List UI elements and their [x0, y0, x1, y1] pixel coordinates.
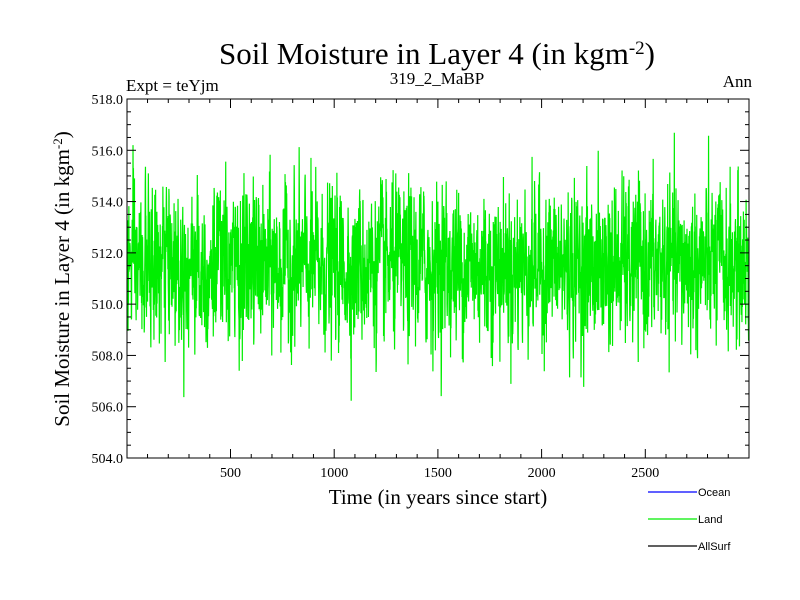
- chart-title-sup: -2: [629, 38, 645, 59]
- chart-title-end: ): [645, 36, 655, 71]
- x-axis: 500 1000 1500 2000 2500: [147, 99, 729, 481]
- y-axis-label-sup: -2: [50, 138, 65, 149]
- y-axis-label: Soil Moisture in Layer 4 (in kgm-2): [50, 131, 75, 426]
- y-axis: 504.0 506.0 508.0 510.0 512.0 514.0 516.0 518.0: [92, 93, 749, 467]
- x-tick-label: 2000: [528, 466, 556, 481]
- y-tick-label: 516.0: [92, 144, 124, 159]
- x-tick-label: 1500: [424, 466, 452, 481]
- y-tick-label: 508.0: [92, 349, 124, 364]
- series-line-land: [127, 132, 749, 401]
- subtitle-center: 319_2_MaBP: [390, 69, 484, 88]
- x-axis-label: Time (in years since start): [329, 485, 548, 509]
- legend: Ocean Land AllSurf: [648, 487, 731, 553]
- legend-label-land: Land: [698, 514, 722, 526]
- legend-label-allsurf: AllSurf: [698, 541, 731, 553]
- y-tick-label: 514.0: [92, 196, 124, 211]
- y-tick-label: 512.0: [92, 247, 124, 262]
- series-layer: [127, 132, 749, 401]
- y-axis-label-end: ): [50, 131, 74, 138]
- y-axis-label-text: Soil Moisture in Layer 4 (in kgm: [50, 149, 74, 427]
- subtitle-left: Expt = teYjm: [126, 76, 219, 95]
- y-tick-label: 518.0: [92, 93, 124, 108]
- chart-title-text: Soil Moisture in Layer 4 (in kgm: [219, 36, 629, 71]
- y-tick-label: 506.0: [92, 401, 124, 416]
- chart-title: Soil Moisture in Layer 4 (in kgm-2): [219, 36, 655, 71]
- legend-label-ocean: Ocean: [698, 487, 730, 499]
- x-tick-label: 1000: [320, 466, 348, 481]
- x-tick-label: 2500: [631, 466, 659, 481]
- x-tick-label: 500: [220, 466, 241, 481]
- subtitle-right: Ann: [723, 72, 753, 91]
- y-tick-label: 504.0: [92, 452, 124, 467]
- y-tick-label: 510.0: [92, 298, 124, 313]
